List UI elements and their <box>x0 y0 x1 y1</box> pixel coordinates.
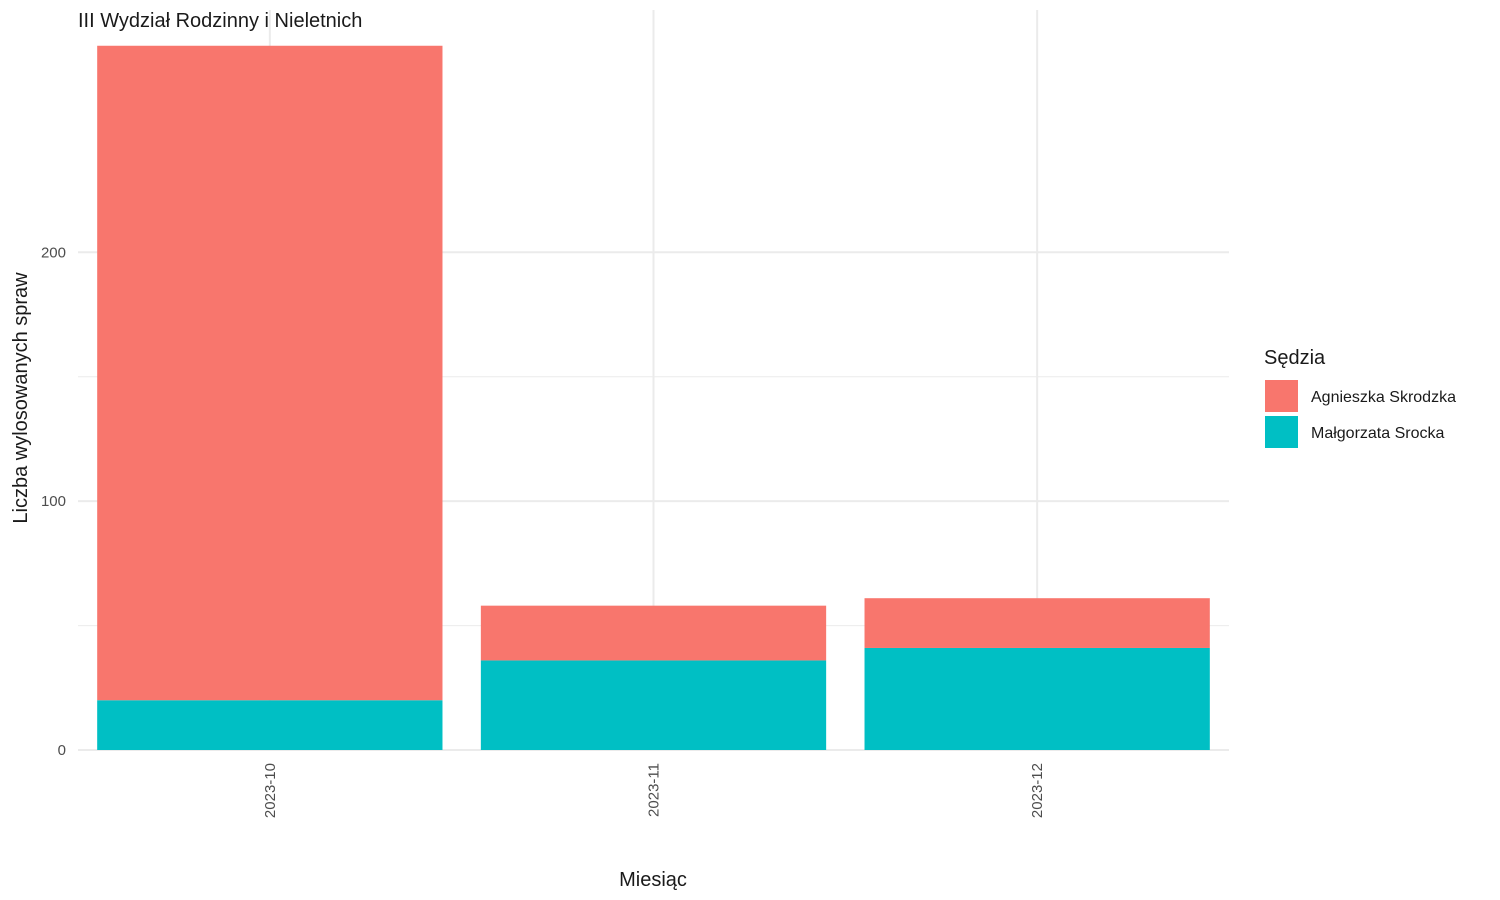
legend-title: Sędzia <box>1264 347 1326 369</box>
bar-malgorzata-srocka-2023-11 <box>480 660 827 750</box>
y-axis-title: Liczba wylosowanych spraw <box>10 272 32 524</box>
x-axis-title: Miesiąc <box>619 869 687 891</box>
y-tick-label: 200 <box>41 244 66 261</box>
bar-agnieszka-skrodzka-2023-12 <box>864 598 1210 648</box>
bar-agnieszka-skrodzka-2023-11 <box>480 605 827 661</box>
y-tick-label: 100 <box>41 493 66 510</box>
chart-title: III Wydział Rodzinny i Nieletnich <box>78 10 362 32</box>
x-tick-label: 2023-12 <box>1029 763 1046 818</box>
bars <box>97 45 1210 750</box>
x-tick-label: 2023-10 <box>262 763 279 818</box>
legend-label-malgorzata-srocka: Małgorzata Srocka <box>1311 425 1444 442</box>
legend-swatch-agnieszka-skrodzka <box>1265 380 1298 412</box>
legend-label-agnieszka-skrodzka: Agnieszka Skrodzka <box>1311 389 1456 406</box>
x-tick-label: 2023-11 <box>646 763 663 817</box>
legend: Sędzia Agnieszka Skrodzka Małgorzata Sro… <box>1264 347 1456 448</box>
bar-malgorzata-srocka-2023-12 <box>864 647 1210 750</box>
y-tick-label: 0 <box>58 742 66 759</box>
y-axis-ticks: 0 100 200 <box>41 244 66 759</box>
bar-agnieszka-skrodzka-2023-10 <box>97 45 443 701</box>
legend-swatch-malgorzata-srocka <box>1265 416 1298 448</box>
bar-malgorzata-srocka-2023-10 <box>97 700 443 750</box>
x-axis-ticks: 2023-10 2023-11 2023-12 <box>262 763 1046 818</box>
